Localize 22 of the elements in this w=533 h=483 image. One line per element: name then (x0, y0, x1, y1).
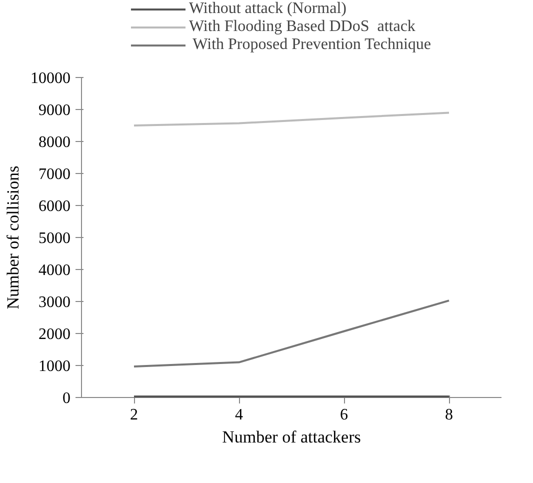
y-tick-label: 3000 (38, 294, 70, 311)
y-tick-label: 7000 (38, 166, 70, 183)
x-tick-label: 4 (235, 406, 243, 424)
legend-label: With Proposed Prevention Technique (192, 36, 432, 54)
x-tick-label: 2 (130, 406, 138, 424)
y-tick-label: 4000 (38, 262, 70, 279)
y-tick-label: 2000 (38, 326, 70, 343)
x-tick-label: 8 (445, 406, 453, 424)
y-tick-label: 10000 (30, 70, 70, 87)
y-tick-label: 5000 (38, 230, 70, 247)
y-tick-label: 8000 (38, 134, 70, 151)
y-tick-label: 1000 (38, 358, 70, 375)
y-tick-label: 0 (62, 390, 70, 407)
line-series (133, 300, 450, 368)
y-tick-label: 6000 (38, 198, 70, 215)
line-series (133, 112, 450, 126)
y-axis-title: Number of collisions (4, 166, 22, 310)
x-axis-title: Number of attackers (222, 428, 361, 446)
y-tick-label: 9000 (38, 102, 70, 119)
x-tick-label: 6 (340, 406, 348, 424)
legend-label: With Flooding Based DDoS attack (188, 18, 416, 36)
legend-label: Without attack (Normal) (188, 0, 346, 18)
